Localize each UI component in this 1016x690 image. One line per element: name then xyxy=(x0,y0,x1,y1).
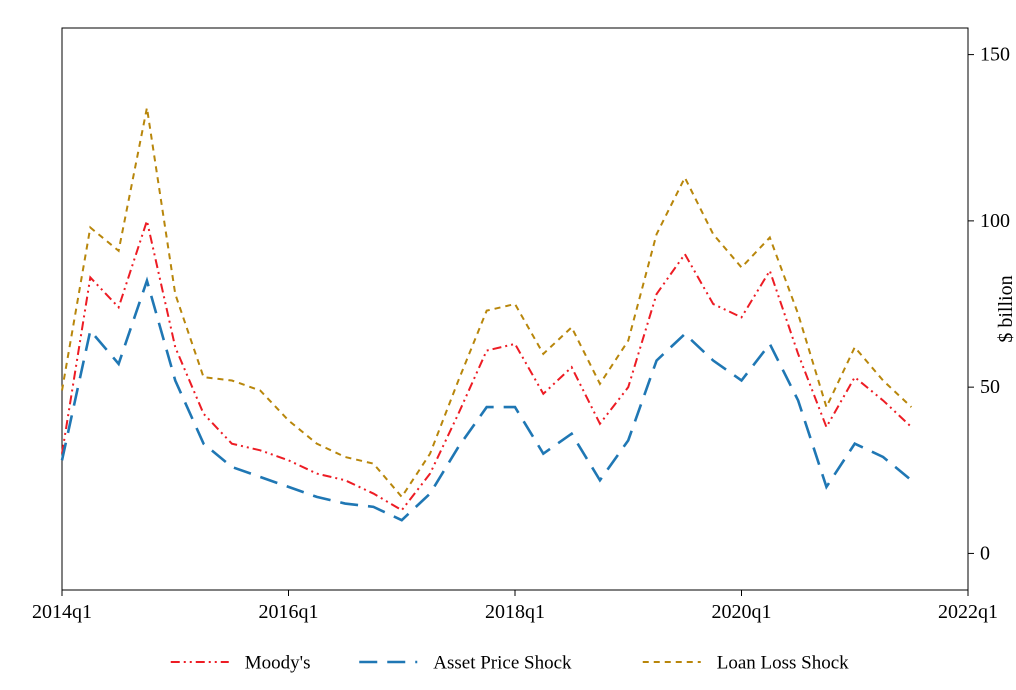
y-tick-label: 50 xyxy=(980,376,1000,398)
chart-container: 2014q1 2016q1 2018q1 2020q1 2022q1 0 50 100 150 $… xyxy=(0,0,1016,690)
legend-label-asset_price_shock: Asset Price Shock xyxy=(433,653,572,674)
line-chart: 2014q1 2016q1 2018q1 2020q1 2022q1 0 50 100 150 $… xyxy=(0,0,1016,690)
x-tick-label: 2022q1 xyxy=(938,601,998,623)
y-tick-label: 0 xyxy=(980,542,990,564)
y-tick-label: 100 xyxy=(980,210,1010,232)
x-tick-label: 2014q1 xyxy=(32,601,92,623)
x-tick-label: 2020q1 xyxy=(712,601,772,623)
x-tick-label: 2018q1 xyxy=(485,601,545,623)
legend-label-loan_loss_shock: Loan Loss Shock xyxy=(717,653,849,674)
legend-label-moodys: Moody's xyxy=(245,653,311,674)
x-tick-label: 2016q1 xyxy=(259,601,319,623)
y-axis-title: $ billion xyxy=(995,275,1016,342)
y-tick-label: 150 xyxy=(980,44,1010,66)
